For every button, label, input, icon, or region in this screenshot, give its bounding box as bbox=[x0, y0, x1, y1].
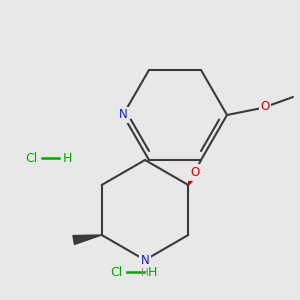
Text: N: N bbox=[141, 254, 149, 266]
Text: N: N bbox=[118, 109, 127, 122]
Text: H: H bbox=[147, 266, 157, 278]
Text: Cl: Cl bbox=[110, 266, 122, 278]
Text: H: H bbox=[62, 152, 72, 164]
Text: O: O bbox=[190, 166, 199, 179]
Text: O: O bbox=[260, 100, 270, 113]
Text: H: H bbox=[141, 268, 149, 278]
Polygon shape bbox=[73, 235, 102, 244]
Text: Cl: Cl bbox=[25, 152, 37, 164]
Polygon shape bbox=[188, 170, 199, 185]
